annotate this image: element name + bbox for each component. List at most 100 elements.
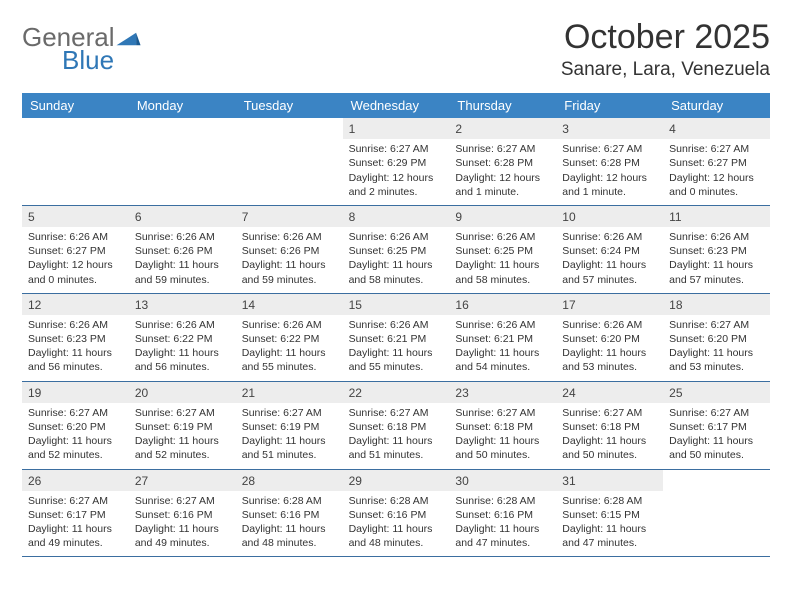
day-number: 2 — [449, 118, 556, 139]
day-cell: 23Sunrise: 6:27 AMSunset: 6:18 PMDayligh… — [449, 382, 556, 469]
daylight-line: Daylight: 12 hours and 2 minutes. — [349, 171, 444, 199]
day-cell: 21Sunrise: 6:27 AMSunset: 6:19 PMDayligh… — [236, 382, 343, 469]
daylight-line: Daylight: 11 hours and 54 minutes. — [455, 346, 550, 374]
day-cell: 8 Sunrise: 6:26 AMSunset: 6:25 PMDaylight… — [343, 206, 450, 293]
sunset-line: Sunset: 6:27 PM — [28, 244, 123, 258]
sunset-line: Sunset: 6:25 PM — [455, 244, 550, 258]
sunset-line: Sunset: 6:16 PM — [242, 508, 337, 522]
day-header: Tuesday — [236, 93, 343, 118]
day-cell: 11Sunrise: 6:26 AMSunset: 6:23 PMDayligh… — [663, 206, 770, 293]
day-number: 13 — [129, 294, 236, 315]
sunset-line: Sunset: 6:28 PM — [562, 156, 657, 170]
day-number: 3 — [556, 118, 663, 139]
daylight-line: Daylight: 11 hours and 47 minutes. — [455, 522, 550, 550]
day-header: Saturday — [663, 93, 770, 118]
sunrise-line: Sunrise: 6:27 AM — [28, 406, 123, 420]
day-cell: 6Sunrise: 6:26 AMSunset: 6:26 PMDaylight… — [129, 206, 236, 293]
sunrise-line: Sunrise: 6:27 AM — [562, 142, 657, 156]
daylight-line: Daylight: 12 hours and 1 minute. — [455, 171, 550, 199]
sunset-line: Sunset: 6:22 PM — [242, 332, 337, 346]
sunset-line: Sunset: 6:24 PM — [562, 244, 657, 258]
day-cell: 2Sunrise: 6:27 AMSunset: 6:28 PMDaylight… — [449, 118, 556, 205]
day-number: 31 — [556, 470, 663, 491]
logo: GeneralBlue — [22, 18, 142, 76]
daylight-line: Daylight: 11 hours and 58 minutes. — [349, 258, 444, 286]
day-cell: 25Sunrise: 6:27 AMSunset: 6:17 PMDayligh… — [663, 382, 770, 469]
sunrise-line: Sunrise: 6:26 AM — [455, 318, 550, 332]
day-header: Thursday — [449, 93, 556, 118]
day-number: 18 — [663, 294, 770, 315]
day-cell: 18Sunrise: 6:27 AMSunset: 6:20 PMDayligh… — [663, 294, 770, 381]
sunset-line: Sunset: 6:23 PM — [669, 244, 764, 258]
daylight-line: Daylight: 11 hours and 51 minutes. — [349, 434, 444, 462]
sunset-line: Sunset: 6:16 PM — [455, 508, 550, 522]
sunset-line: Sunset: 6:20 PM — [562, 332, 657, 346]
day-cell: 4Sunrise: 6:27 AMSunset: 6:27 PMDaylight… — [663, 118, 770, 205]
sunset-line: Sunset: 6:18 PM — [349, 420, 444, 434]
day-header: Wednesday — [343, 93, 450, 118]
sunrise-line: Sunrise: 6:26 AM — [349, 230, 444, 244]
day-number: 22 — [343, 382, 450, 403]
day-number: 1 — [343, 118, 450, 139]
sunrise-line: Sunrise: 6:27 AM — [455, 142, 550, 156]
day-cell: 26Sunrise: 6:27 AMSunset: 6:17 PMDayligh… — [22, 470, 129, 557]
day-number: 12 — [22, 294, 129, 315]
daylight-line: Daylight: 11 hours and 50 minutes. — [669, 434, 764, 462]
sunset-line: Sunset: 6:29 PM — [349, 156, 444, 170]
sunset-line: Sunset: 6:21 PM — [349, 332, 444, 346]
day-cell: 22 Sunrise: 6:27 AMSunset: 6:18 PMDayligh… — [343, 382, 450, 469]
sunset-line: Sunset: 6:25 PM — [349, 244, 444, 258]
daylight-line: Daylight: 11 hours and 57 minutes. — [562, 258, 657, 286]
sunrise-line: Sunrise: 6:26 AM — [562, 230, 657, 244]
day-number: 23 — [449, 382, 556, 403]
day-number: 8 — [343, 206, 450, 227]
sunrise-line: Sunrise: 6:27 AM — [349, 406, 444, 420]
daylight-line: Daylight: 11 hours and 56 minutes. — [28, 346, 123, 374]
daylight-line: Daylight: 12 hours and 1 minute. — [562, 171, 657, 199]
sunrise-line: Sunrise: 6:26 AM — [242, 318, 337, 332]
day-cell: 7Sunrise: 6:26 AMSunset: 6:26 PMDaylight… — [236, 206, 343, 293]
sunrise-line: Sunrise: 6:27 AM — [455, 406, 550, 420]
day-cell: 30Sunrise: 6:28 AMSunset: 6:16 PMDayligh… — [449, 470, 556, 557]
empty-cell: . — [236, 118, 343, 205]
day-header: Monday — [129, 93, 236, 118]
day-number: 26 — [22, 470, 129, 491]
day-number: 30 — [449, 470, 556, 491]
sunrise-line: Sunrise: 6:26 AM — [135, 318, 230, 332]
sunset-line: Sunset: 6:26 PM — [135, 244, 230, 258]
day-cell: 16Sunrise: 6:26 AMSunset: 6:21 PMDayligh… — [449, 294, 556, 381]
week-row: 5Sunrise: 6:26 AMSunset: 6:27 PMDaylight… — [22, 206, 770, 294]
sunrise-line: Sunrise: 6:28 AM — [349, 494, 444, 508]
sunrise-line: Sunrise: 6:28 AM — [242, 494, 337, 508]
day-number: 14 — [236, 294, 343, 315]
day-number: 27 — [129, 470, 236, 491]
day-headers-row: SundayMondayTuesdayWednesdayThursdayFrid… — [22, 93, 770, 118]
day-number: 9 — [449, 206, 556, 227]
sunrise-line: Sunrise: 6:27 AM — [669, 318, 764, 332]
day-cell: 28Sunrise: 6:28 AMSunset: 6:16 PMDayligh… — [236, 470, 343, 557]
sunset-line: Sunset: 6:17 PM — [28, 508, 123, 522]
header: GeneralBlue October 2025 Sanare, Lara, V… — [22, 18, 770, 81]
sunset-line: Sunset: 6:21 PM — [455, 332, 550, 346]
daylight-line: Daylight: 11 hours and 48 minutes. — [242, 522, 337, 550]
sunrise-line: Sunrise: 6:26 AM — [28, 318, 123, 332]
day-cell: 29Sunrise: 6:28 AMSunset: 6:16 PMDayligh… — [343, 470, 450, 557]
sunrise-line: Sunrise: 6:27 AM — [28, 494, 123, 508]
sunset-line: Sunset: 6:23 PM — [28, 332, 123, 346]
day-cell: 13Sunrise: 6:26 AMSunset: 6:22 PMDayligh… — [129, 294, 236, 381]
logo-text-blue: Blue — [62, 45, 142, 76]
daylight-line: Daylight: 11 hours and 53 minutes. — [562, 346, 657, 374]
day-cell: 1Sunrise: 6:27 AMSunset: 6:29 PMDaylight… — [343, 118, 450, 205]
daylight-line: Daylight: 11 hours and 55 minutes. — [349, 346, 444, 374]
daylight-line: Daylight: 11 hours and 53 minutes. — [669, 346, 764, 374]
day-header: Friday — [556, 93, 663, 118]
sunrise-line: Sunrise: 6:27 AM — [562, 406, 657, 420]
daylight-line: Daylight: 11 hours and 58 minutes. — [455, 258, 550, 286]
day-cell: 27Sunrise: 6:27 AMSunset: 6:16 PMDayligh… — [129, 470, 236, 557]
daylight-line: Daylight: 11 hours and 55 minutes. — [242, 346, 337, 374]
daylight-line: Daylight: 11 hours and 59 minutes. — [135, 258, 230, 286]
day-cell: 10Sunrise: 6:26 AMSunset: 6:24 PMDayligh… — [556, 206, 663, 293]
sunset-line: Sunset: 6:17 PM — [669, 420, 764, 434]
day-cell: 20Sunrise: 6:27 AMSunset: 6:19 PMDayligh… — [129, 382, 236, 469]
day-number: 19 — [22, 382, 129, 403]
